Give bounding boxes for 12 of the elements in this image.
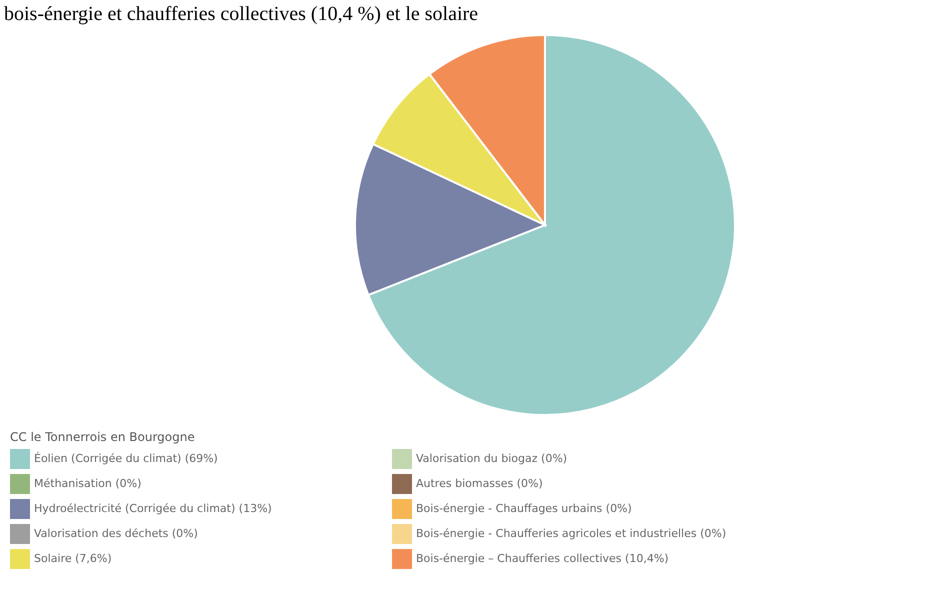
legend-label: Valorisation du biogaz (0%) (416, 452, 568, 465)
legend-label: Bois-énergie – Chaufferies collectives (10,4%) (416, 552, 669, 565)
legend-label: Éolien (Corrigée du climat) (69%) (34, 451, 218, 465)
legend-label: Bois-énergie - Chauffages urbains (0%) (416, 502, 632, 515)
legend-label: Solaire (7,6%) (34, 552, 112, 565)
legend-title: CC le Tonnerrois en Bourgogne (10, 430, 195, 444)
legend-label: Hydroélectricité (Corrigée du climat) (13%) (34, 502, 272, 515)
legend-label: Bois-énergie - Chaufferies agricoles et industrielles (0%) (416, 527, 726, 540)
legend-label: Méthanisation (0%) (34, 477, 142, 490)
legend-label: Autres biomasses (0%) (416, 477, 543, 490)
legend-label: Valorisation des déchets (0%) (34, 527, 198, 540)
text: bois-énergie et chaufferies collectives (10,4 %) et le solaire (4, 3, 478, 25)
